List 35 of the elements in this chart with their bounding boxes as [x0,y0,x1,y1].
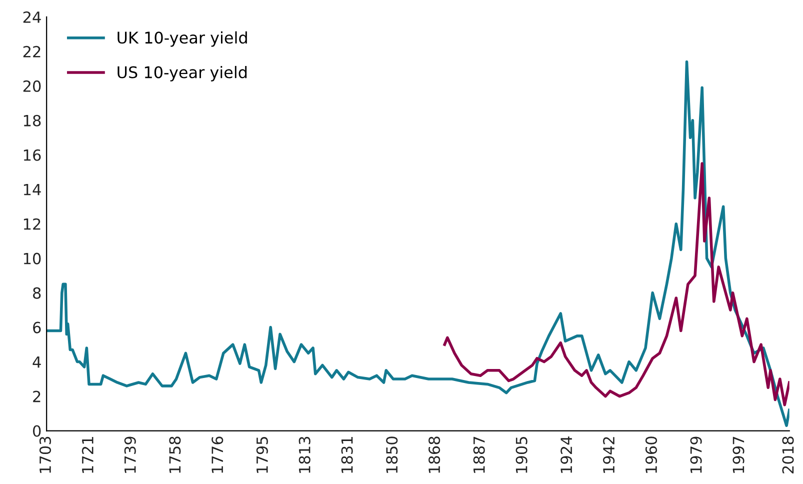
legend-label: US 10-year yield [118,66,247,82]
y-tick-label: 18 [24,114,41,126]
y-tick-label: 8 [33,287,41,299]
x-tick-label: 1795 [256,436,268,473]
x-tick-label: 1979 [690,436,702,473]
line-series [443,162,790,406]
x-tick-label: 1887 [473,436,485,473]
y-tick-label: 0 [33,425,41,437]
x-tick-label: 1850 [386,436,398,473]
legend-label: UK 10-year yield [118,31,247,47]
x-tick-label: 1776 [212,436,224,473]
y-tick-label: 2 [33,390,40,402]
x-tick-label: 1997 [732,436,744,473]
line-series [46,60,790,427]
x-tick-label: 2018 [782,436,794,474]
x-tick-label: 1758 [169,436,181,473]
y-tick-label: 20 [23,80,41,92]
y-tick-label: 22 [23,46,40,58]
y-tick-label: 12 [24,218,40,230]
x-tick-label: 1942 [603,437,615,473]
y-tick-label: 10 [24,252,41,264]
x-tick-label: 1905 [516,436,528,473]
y-tick-label: 6 [33,322,41,334]
x-tick-label: 1831 [341,437,353,473]
x-tick-label: 1868 [428,436,440,473]
x-tick-label: 1703 [39,436,52,473]
x-tick-label: 1813 [298,436,310,473]
y-tick-label: 4 [32,356,41,368]
x-tick-label: 1721 [82,437,94,473]
x-tick-label: 1739 [124,436,136,473]
y-tick-label: 14 [24,184,41,196]
y-tick-label: 16 [24,149,41,161]
y-tick-label: 24 [23,11,41,23]
x-tick-label: 1960 [645,436,658,473]
x-tick-label: 1924 [560,436,572,473]
